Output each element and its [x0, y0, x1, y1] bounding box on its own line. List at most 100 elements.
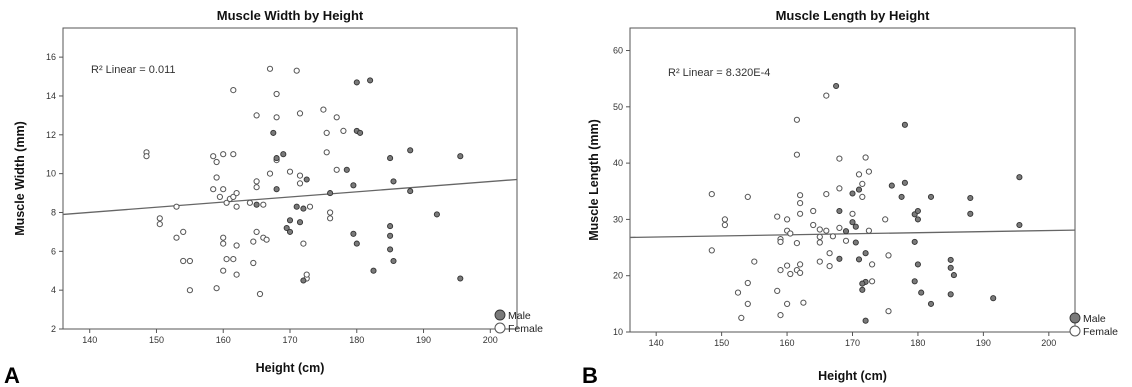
female-point — [220, 267, 227, 274]
female-point — [253, 178, 260, 185]
female-point — [220, 240, 227, 247]
x-tick-label: 150 — [714, 338, 729, 348]
female-point — [784, 300, 791, 307]
female-point — [721, 216, 729, 223]
female-point — [793, 240, 801, 247]
female-point — [180, 228, 187, 235]
female-point — [721, 221, 729, 229]
female-point — [800, 299, 807, 306]
female-point — [787, 270, 794, 278]
female-point — [855, 171, 863, 178]
male-point — [353, 240, 360, 247]
chart-title: Muscle Length by Height — [776, 8, 931, 23]
female-point — [797, 210, 804, 217]
female-point — [777, 312, 784, 319]
male-point — [862, 317, 869, 324]
female-point — [210, 186, 217, 193]
male-point — [898, 193, 905, 200]
male-point — [283, 224, 290, 232]
female-point — [885, 252, 892, 259]
female-point — [156, 221, 163, 228]
female-point — [273, 114, 280, 121]
female-point — [787, 230, 794, 237]
female-point — [233, 242, 240, 249]
female-point — [296, 172, 304, 179]
female-point — [777, 267, 784, 274]
female-point — [273, 90, 280, 98]
male-point — [407, 147, 414, 154]
female-point — [253, 228, 260, 235]
female-point — [823, 92, 830, 99]
female-point — [744, 300, 751, 307]
female-point — [849, 210, 856, 217]
male-point — [303, 176, 310, 183]
x-tick-label: 200 — [483, 335, 498, 345]
female-point — [823, 227, 830, 234]
male-point — [901, 121, 908, 128]
male-point — [293, 203, 300, 210]
y-tick-label: 40 — [613, 158, 623, 168]
female-point — [186, 287, 193, 294]
female-point — [213, 174, 220, 181]
female-point — [829, 233, 837, 240]
x-tick-label: 160 — [780, 338, 795, 348]
x-tick-label: 180 — [910, 338, 925, 348]
female-point — [744, 279, 751, 287]
male-point — [273, 186, 280, 193]
female-point — [751, 258, 758, 265]
male-point — [387, 246, 394, 253]
y-tick-label: 50 — [613, 102, 623, 112]
male-point — [367, 77, 374, 84]
chart-panel-a: Muscle Width by Height 140 150 160 170 180 190… — [4, 8, 543, 387]
female-point — [173, 203, 180, 210]
female-point — [816, 258, 823, 265]
female-point — [865, 168, 873, 175]
male-point — [914, 216, 921, 223]
female-point — [230, 193, 237, 200]
female-point — [816, 226, 823, 233]
male-point — [849, 190, 856, 197]
male-point — [990, 295, 997, 302]
female-point — [708, 191, 715, 198]
y-tick-label: 16 — [46, 52, 56, 62]
male-point — [387, 232, 394, 239]
female-point — [797, 269, 804, 276]
female-point — [303, 271, 310, 278]
female-point — [784, 262, 791, 269]
female-point — [230, 151, 237, 158]
legend-marker-male — [1069, 312, 1081, 324]
female-point — [859, 193, 866, 200]
male-point — [859, 286, 866, 293]
female-point — [266, 170, 274, 177]
female-point — [256, 290, 264, 298]
female-point — [260, 201, 267, 208]
male-point — [387, 155, 394, 162]
female-point — [216, 193, 223, 200]
female-point — [738, 314, 745, 321]
male-point — [390, 257, 397, 265]
female-point — [836, 185, 843, 192]
female-point — [296, 180, 304, 187]
male-point — [457, 275, 464, 282]
male-point — [918, 289, 925, 296]
male-point — [967, 210, 974, 217]
female-point — [250, 238, 257, 245]
male-point — [947, 256, 954, 263]
male-point — [343, 166, 350, 173]
linear-fit-line — [629, 229, 1076, 239]
male-point — [270, 129, 277, 136]
male-point — [836, 207, 843, 215]
female-point — [300, 240, 307, 247]
y-tick-label: 20 — [613, 271, 623, 281]
y-tick-label: 10 — [613, 327, 623, 337]
female-point — [708, 247, 715, 254]
x-axis-label: Height (cm) — [818, 369, 887, 383]
female-point — [320, 106, 327, 113]
female-point — [213, 285, 220, 292]
female-point — [836, 155, 843, 162]
female-point — [220, 234, 227, 241]
female-point — [156, 215, 163, 222]
y-axis-label: Muscle Width (mm) — [13, 121, 27, 235]
female-point — [246, 199, 253, 206]
y-tick-label: 6 — [51, 246, 56, 256]
